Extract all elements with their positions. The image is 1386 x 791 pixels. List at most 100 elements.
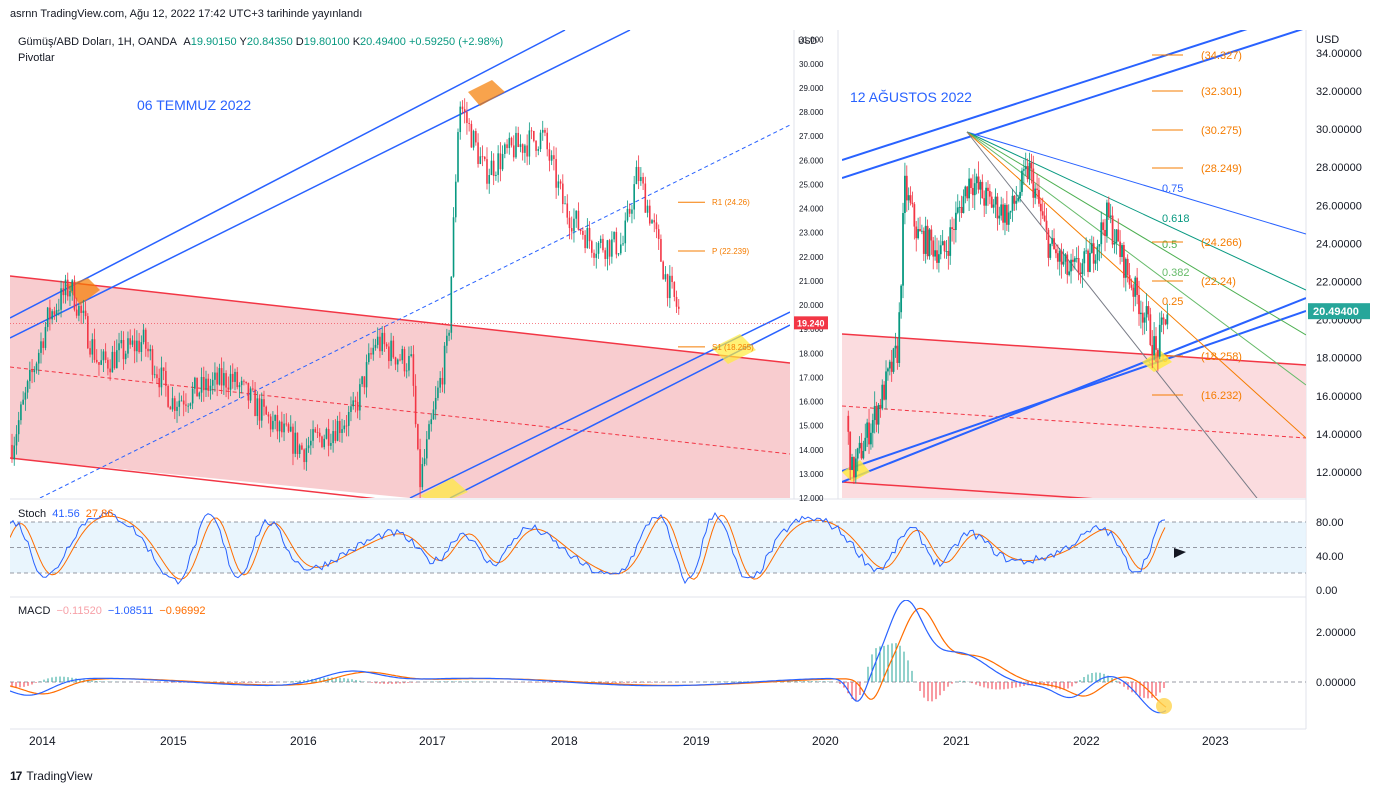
fib-fan-label: 0.75 bbox=[1162, 183, 1183, 195]
candle-body bbox=[541, 129, 544, 133]
y-tick-label: 14.000 bbox=[799, 446, 824, 455]
candle-body bbox=[624, 220, 627, 244]
fib-fan-label: 0.618 bbox=[1162, 213, 1190, 225]
candle-body bbox=[887, 368, 889, 372]
candle-body bbox=[664, 274, 667, 280]
candle-body bbox=[666, 274, 669, 299]
candle-body bbox=[58, 309, 60, 311]
right-candles bbox=[847, 152, 1169, 485]
candle-body bbox=[281, 421, 283, 433]
candle-body bbox=[1111, 215, 1114, 245]
candle-body bbox=[263, 399, 265, 407]
candle-body bbox=[1026, 166, 1029, 180]
candle-body bbox=[1149, 314, 1152, 345]
stoch-name: Stoch bbox=[18, 508, 47, 520]
candle-body bbox=[321, 436, 323, 448]
y-tick-label: 12.000 bbox=[799, 494, 824, 503]
candle-body bbox=[604, 250, 606, 259]
y-tick-label: 34.00000 bbox=[1316, 48, 1362, 60]
candle-body bbox=[341, 429, 343, 433]
candle-body bbox=[537, 149, 540, 151]
candle-body bbox=[40, 341, 42, 353]
x-tick-label: 2020 bbox=[812, 734, 839, 748]
stoch-panel[interactable] bbox=[10, 510, 1306, 585]
candle-body bbox=[1058, 250, 1061, 262]
candle-body bbox=[55, 310, 58, 315]
candle-body bbox=[450, 276, 453, 333]
candle-body bbox=[495, 174, 497, 177]
candle-body bbox=[626, 208, 629, 221]
fib-level-label: (22.24) bbox=[1201, 276, 1236, 288]
candle-body bbox=[517, 132, 520, 147]
candle-body bbox=[1056, 253, 1059, 262]
ohlc-open: 19.90150 bbox=[190, 36, 237, 48]
candle-body bbox=[289, 426, 292, 432]
macd-panel[interactable] bbox=[10, 600, 1306, 714]
y-tick-label: 22.00000 bbox=[1316, 277, 1362, 289]
candle-body bbox=[548, 149, 551, 161]
candle-body bbox=[597, 242, 600, 254]
tradingview-brand[interactable]: 17 TradingView bbox=[10, 769, 92, 783]
candle-body bbox=[499, 153, 502, 170]
red-channel-bottom bbox=[842, 481, 1093, 498]
candle-body bbox=[960, 206, 963, 214]
blue-channel-top bbox=[842, 30, 1248, 161]
candle-body bbox=[187, 405, 189, 407]
candle-body bbox=[1136, 277, 1139, 295]
red-channel-fill bbox=[842, 334, 1306, 498]
candle-body bbox=[278, 421, 281, 432]
x-tick-label: 2017 bbox=[419, 734, 446, 748]
blue-channel-top bbox=[10, 30, 566, 319]
candle-body bbox=[1036, 188, 1038, 190]
candle-body bbox=[544, 129, 546, 133]
candle-body bbox=[669, 275, 671, 299]
price-tag: 20.49400 bbox=[1313, 306, 1359, 318]
candle-body bbox=[860, 442, 863, 459]
candle-body bbox=[657, 229, 660, 240]
candle-body bbox=[368, 353, 370, 363]
y-tick-label: 14.00000 bbox=[1316, 429, 1362, 441]
candle-body bbox=[142, 329, 145, 343]
candle-body bbox=[138, 340, 140, 352]
candle-body bbox=[75, 309, 78, 316]
y-tick-label: 32.00000 bbox=[1316, 86, 1362, 98]
left-price-panel[interactable]: R1 (24.26) P (22.239) S1 (18.265) bbox=[10, 30, 790, 545]
price-tag-bg bbox=[794, 316, 828, 330]
candle-body bbox=[1102, 222, 1105, 231]
candle-body bbox=[310, 440, 312, 446]
candle-body bbox=[461, 106, 464, 110]
candle-body bbox=[343, 425, 346, 430]
right-price-panel[interactable]: 0.750.6180.50.3820.250(34.327)(32.301)(3… bbox=[842, 10, 1306, 560]
stoch-d: 27.86 bbox=[85, 508, 114, 520]
candle-body bbox=[1021, 170, 1023, 192]
candle-body bbox=[1060, 250, 1063, 265]
candle-body bbox=[675, 296, 678, 307]
candle-body bbox=[285, 423, 288, 425]
candle-body bbox=[849, 431, 852, 470]
candle-body bbox=[401, 349, 404, 361]
candle-body bbox=[873, 405, 876, 421]
candle-body bbox=[1085, 250, 1088, 252]
candle-body bbox=[535, 140, 537, 151]
pivot-indicator-label[interactable]: Pivotlar bbox=[18, 52, 55, 64]
candle-body bbox=[1117, 229, 1120, 242]
candle-body bbox=[24, 392, 27, 400]
y-tick-label: 31.000 bbox=[799, 36, 824, 45]
candle-body bbox=[218, 368, 221, 385]
candle-body bbox=[198, 392, 201, 397]
candle-body bbox=[602, 238, 604, 251]
price-tag: 19.240 bbox=[797, 318, 825, 328]
candle-body bbox=[472, 131, 475, 148]
candle-body bbox=[1081, 263, 1084, 275]
candle-body bbox=[169, 406, 172, 410]
candle-body bbox=[564, 203, 566, 205]
candle-body bbox=[633, 184, 635, 210]
candle-body bbox=[191, 388, 194, 404]
candle-body bbox=[553, 155, 555, 160]
candle-body bbox=[376, 336, 379, 345]
candle-body bbox=[399, 359, 401, 361]
candle-body bbox=[372, 347, 375, 355]
candle-body bbox=[934, 250, 937, 257]
y-tick-label: 28.00000 bbox=[1316, 162, 1362, 174]
